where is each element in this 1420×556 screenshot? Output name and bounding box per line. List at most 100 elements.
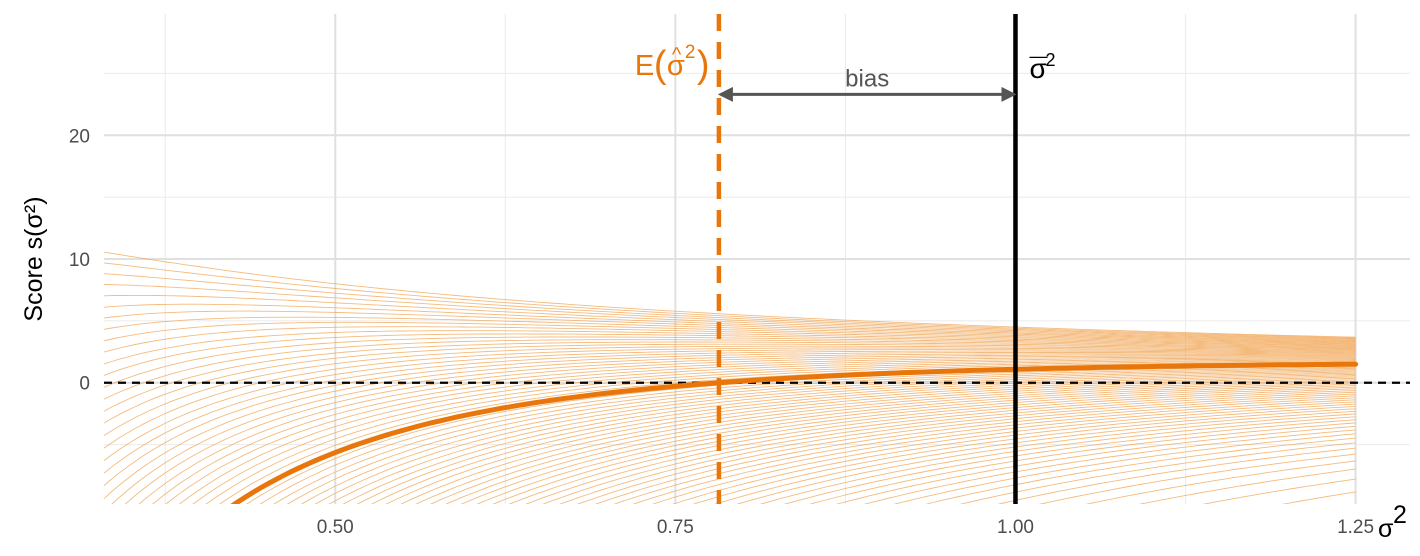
expected-label-sigma: σ bbox=[667, 50, 685, 82]
sample-score-curve bbox=[370, 375, 1356, 504]
sample-score-curve bbox=[104, 341, 1356, 412]
sample-score-curve bbox=[893, 433, 1356, 504]
sample-score-curve bbox=[178, 359, 1356, 504]
sample-score-curve bbox=[400, 377, 1356, 504]
x-tick-label: 0.75 bbox=[657, 517, 694, 538]
sample-score-curve bbox=[104, 541, 1356, 556]
expected-label-hat: ^ bbox=[672, 44, 682, 66]
sample-score-curve bbox=[104, 310, 1356, 343]
sample-score-curve bbox=[104, 251, 1356, 338]
x-tick-label: 1.00 bbox=[997, 517, 1034, 538]
sample-score-curve bbox=[104, 353, 1356, 499]
sample-score-curve bbox=[104, 339, 1356, 400]
sample-score-curve bbox=[783, 419, 1356, 504]
y-tick-label: 20 bbox=[69, 126, 90, 147]
sample-score-curve bbox=[104, 294, 1356, 341]
sample-score-curve bbox=[165, 358, 1356, 504]
sample-score-curve bbox=[429, 380, 1356, 504]
sample-score-curve bbox=[111, 354, 1356, 504]
sample-score-curve bbox=[613, 399, 1356, 504]
sample-score-curve bbox=[1138, 468, 1356, 504]
sample-score-curve bbox=[1085, 460, 1356, 504]
sample-score-curve bbox=[809, 422, 1356, 504]
sample-score-curve bbox=[328, 371, 1356, 504]
sample-score-curve bbox=[671, 405, 1356, 504]
sample-score-curve bbox=[559, 393, 1356, 504]
sample-score-curve bbox=[736, 413, 1356, 504]
mean-score-curve-path bbox=[230, 361, 1359, 504]
sample-score-curve bbox=[1038, 453, 1356, 504]
y-tick-label: 10 bbox=[69, 250, 90, 271]
sample-score-curve bbox=[576, 395, 1356, 504]
sample-score-curve bbox=[997, 447, 1356, 504]
sample-score-curve bbox=[104, 330, 1356, 365]
x-axis-title: σ 2 bbox=[1378, 501, 1407, 543]
true-label-sigma: σ bbox=[1029, 53, 1046, 84]
sample-score-curve bbox=[863, 429, 1356, 504]
expected-label-sup: 2 bbox=[685, 42, 696, 63]
sample-score-curve bbox=[138, 356, 1356, 504]
sample-score-curve bbox=[124, 355, 1356, 504]
true-label-bar: — bbox=[1029, 46, 1047, 66]
sample-score-curve bbox=[104, 284, 1356, 340]
sample-score-curve bbox=[356, 373, 1356, 504]
sample-score-curve bbox=[925, 437, 1356, 504]
sample-score-curve bbox=[151, 357, 1356, 504]
axes: Score s(σ²) σ 2 0.50 0.75 1.00 1.25 0 10 20 bbox=[20, 126, 1407, 543]
expected-label-close-paren: ) bbox=[697, 44, 710, 86]
true-label-sup: 2 bbox=[1045, 50, 1055, 70]
sample-score-curve bbox=[104, 262, 1356, 339]
sample-score-curve bbox=[104, 345, 1356, 436]
sample-score-curve bbox=[959, 442, 1356, 504]
sample-score-curve bbox=[205, 361, 1356, 504]
sample-score-curve bbox=[192, 360, 1356, 504]
sample-score-curve bbox=[1202, 478, 1356, 504]
true-value-label: σ — 2 bbox=[1029, 46, 1055, 84]
sample-score-curve bbox=[286, 367, 1356, 504]
sample-score-curve bbox=[759, 416, 1356, 504]
sample-score-curve bbox=[104, 349, 1356, 461]
sample-score-curve bbox=[594, 397, 1356, 504]
sample-score-curve bbox=[104, 316, 1356, 344]
sample-score-curve bbox=[835, 425, 1356, 504]
annotations: bias E ( σ ^ 2 ) σ — 2 bbox=[635, 42, 1056, 92]
expected-label-e: E bbox=[635, 50, 654, 82]
sample-score-curve bbox=[273, 366, 1356, 504]
expected-label-open-paren: ( bbox=[654, 44, 667, 86]
sample-score-curve bbox=[460, 383, 1356, 504]
sample-score-curve bbox=[508, 388, 1356, 504]
sample-score-curve bbox=[415, 379, 1356, 504]
bias-label: bias bbox=[845, 65, 889, 92]
sample-score-curve bbox=[342, 372, 1356, 504]
sample-score-curve bbox=[259, 365, 1356, 504]
sample-score-curve bbox=[104, 273, 1356, 340]
sample-score-curve bbox=[445, 382, 1356, 504]
sample-score-curve bbox=[104, 352, 1356, 486]
x-axis-title-sigma: σ bbox=[1378, 515, 1394, 543]
sample-score-curve bbox=[525, 390, 1356, 504]
y-axis-title: Score s(σ²) bbox=[20, 196, 48, 321]
x-tick-label: 0.50 bbox=[317, 517, 354, 538]
sample-score-curve bbox=[314, 370, 1356, 504]
sample-score-curve bbox=[104, 303, 1356, 342]
sample-score-curve bbox=[104, 333, 1356, 376]
sample-score-curve bbox=[104, 321, 1356, 344]
sample-score-curve bbox=[692, 408, 1356, 504]
sample-score-curve bbox=[492, 386, 1356, 504]
sample-score-curve bbox=[300, 369, 1356, 504]
sample-score-curve bbox=[476, 385, 1356, 504]
x-tick-label: 1.25 bbox=[1337, 517, 1374, 538]
x-axis-title-sup: 2 bbox=[1393, 501, 1407, 529]
sample-score-curve bbox=[714, 410, 1356, 504]
sample-score-curve bbox=[246, 364, 1356, 504]
sample-score-curve bbox=[104, 347, 1356, 449]
mean-score-curve bbox=[230, 361, 1359, 504]
sample-score-curve bbox=[104, 343, 1356, 424]
y-tick-label: 0 bbox=[79, 374, 90, 395]
sample-score-curve bbox=[651, 403, 1356, 504]
sample-score-curve bbox=[632, 401, 1356, 504]
sample-score-curve bbox=[104, 326, 1356, 353]
sample-score-curves bbox=[104, 251, 1356, 556]
sample-score-curve bbox=[104, 350, 1356, 474]
